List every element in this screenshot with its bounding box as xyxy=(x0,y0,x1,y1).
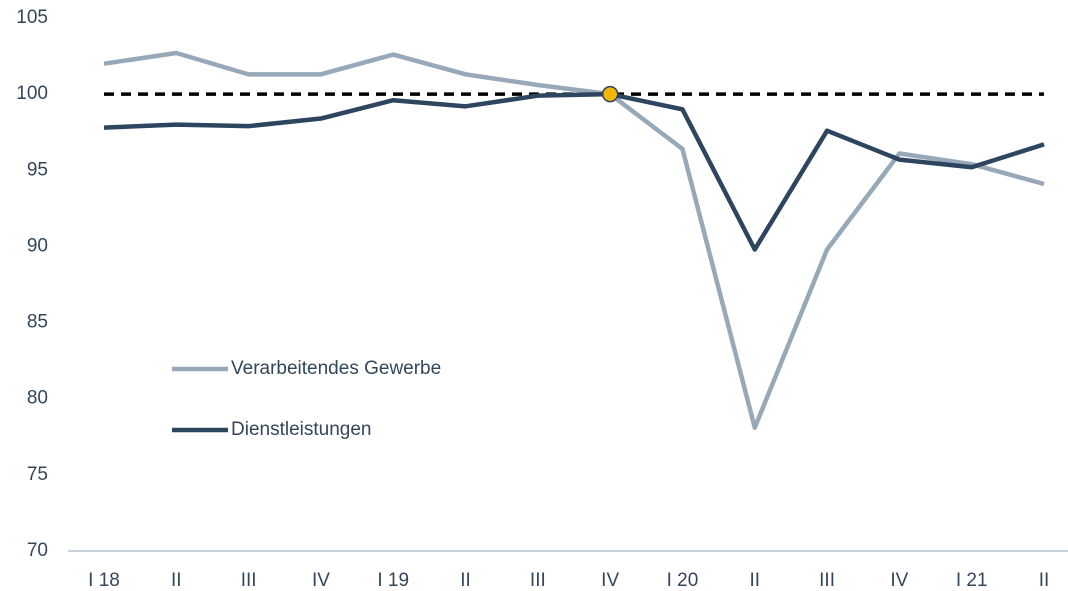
x-tick-label: IV xyxy=(601,570,619,591)
x-tick-label: III xyxy=(241,570,257,591)
y-tick-label: 80 xyxy=(27,388,48,409)
y-tick-label: 100 xyxy=(16,83,48,104)
highlight-marker xyxy=(601,85,619,103)
series-line xyxy=(103,50,1045,430)
x-tick-label: III xyxy=(530,570,546,591)
x-tick-label: IV xyxy=(312,570,330,591)
x-tick-label: II xyxy=(171,570,182,591)
y-tick-label: 90 xyxy=(27,235,48,256)
y-tick-label: 85 xyxy=(27,312,48,333)
legend-label: Dienstleistungen xyxy=(231,419,371,440)
y-tick-label: 105 xyxy=(16,7,48,28)
x-tick-label: II xyxy=(460,570,471,591)
x-tick-label: II xyxy=(749,570,760,591)
x-tick-label: I 21 xyxy=(956,570,988,591)
legend-label: Verarbeitendes Gewerbe xyxy=(231,358,441,379)
x-tick-label: IV xyxy=(890,570,908,591)
y-tick-label: 75 xyxy=(27,464,48,485)
x-tick-label: I 19 xyxy=(377,570,409,591)
x-tick-label: I 18 xyxy=(88,570,120,591)
x-tick-label: II xyxy=(1039,570,1050,591)
x-tick-label: I 20 xyxy=(667,570,699,591)
x-tick-label: III xyxy=(819,570,835,591)
y-tick-label: 70 xyxy=(27,540,48,561)
series-line xyxy=(103,91,1045,252)
y-tick-label: 95 xyxy=(27,159,48,180)
